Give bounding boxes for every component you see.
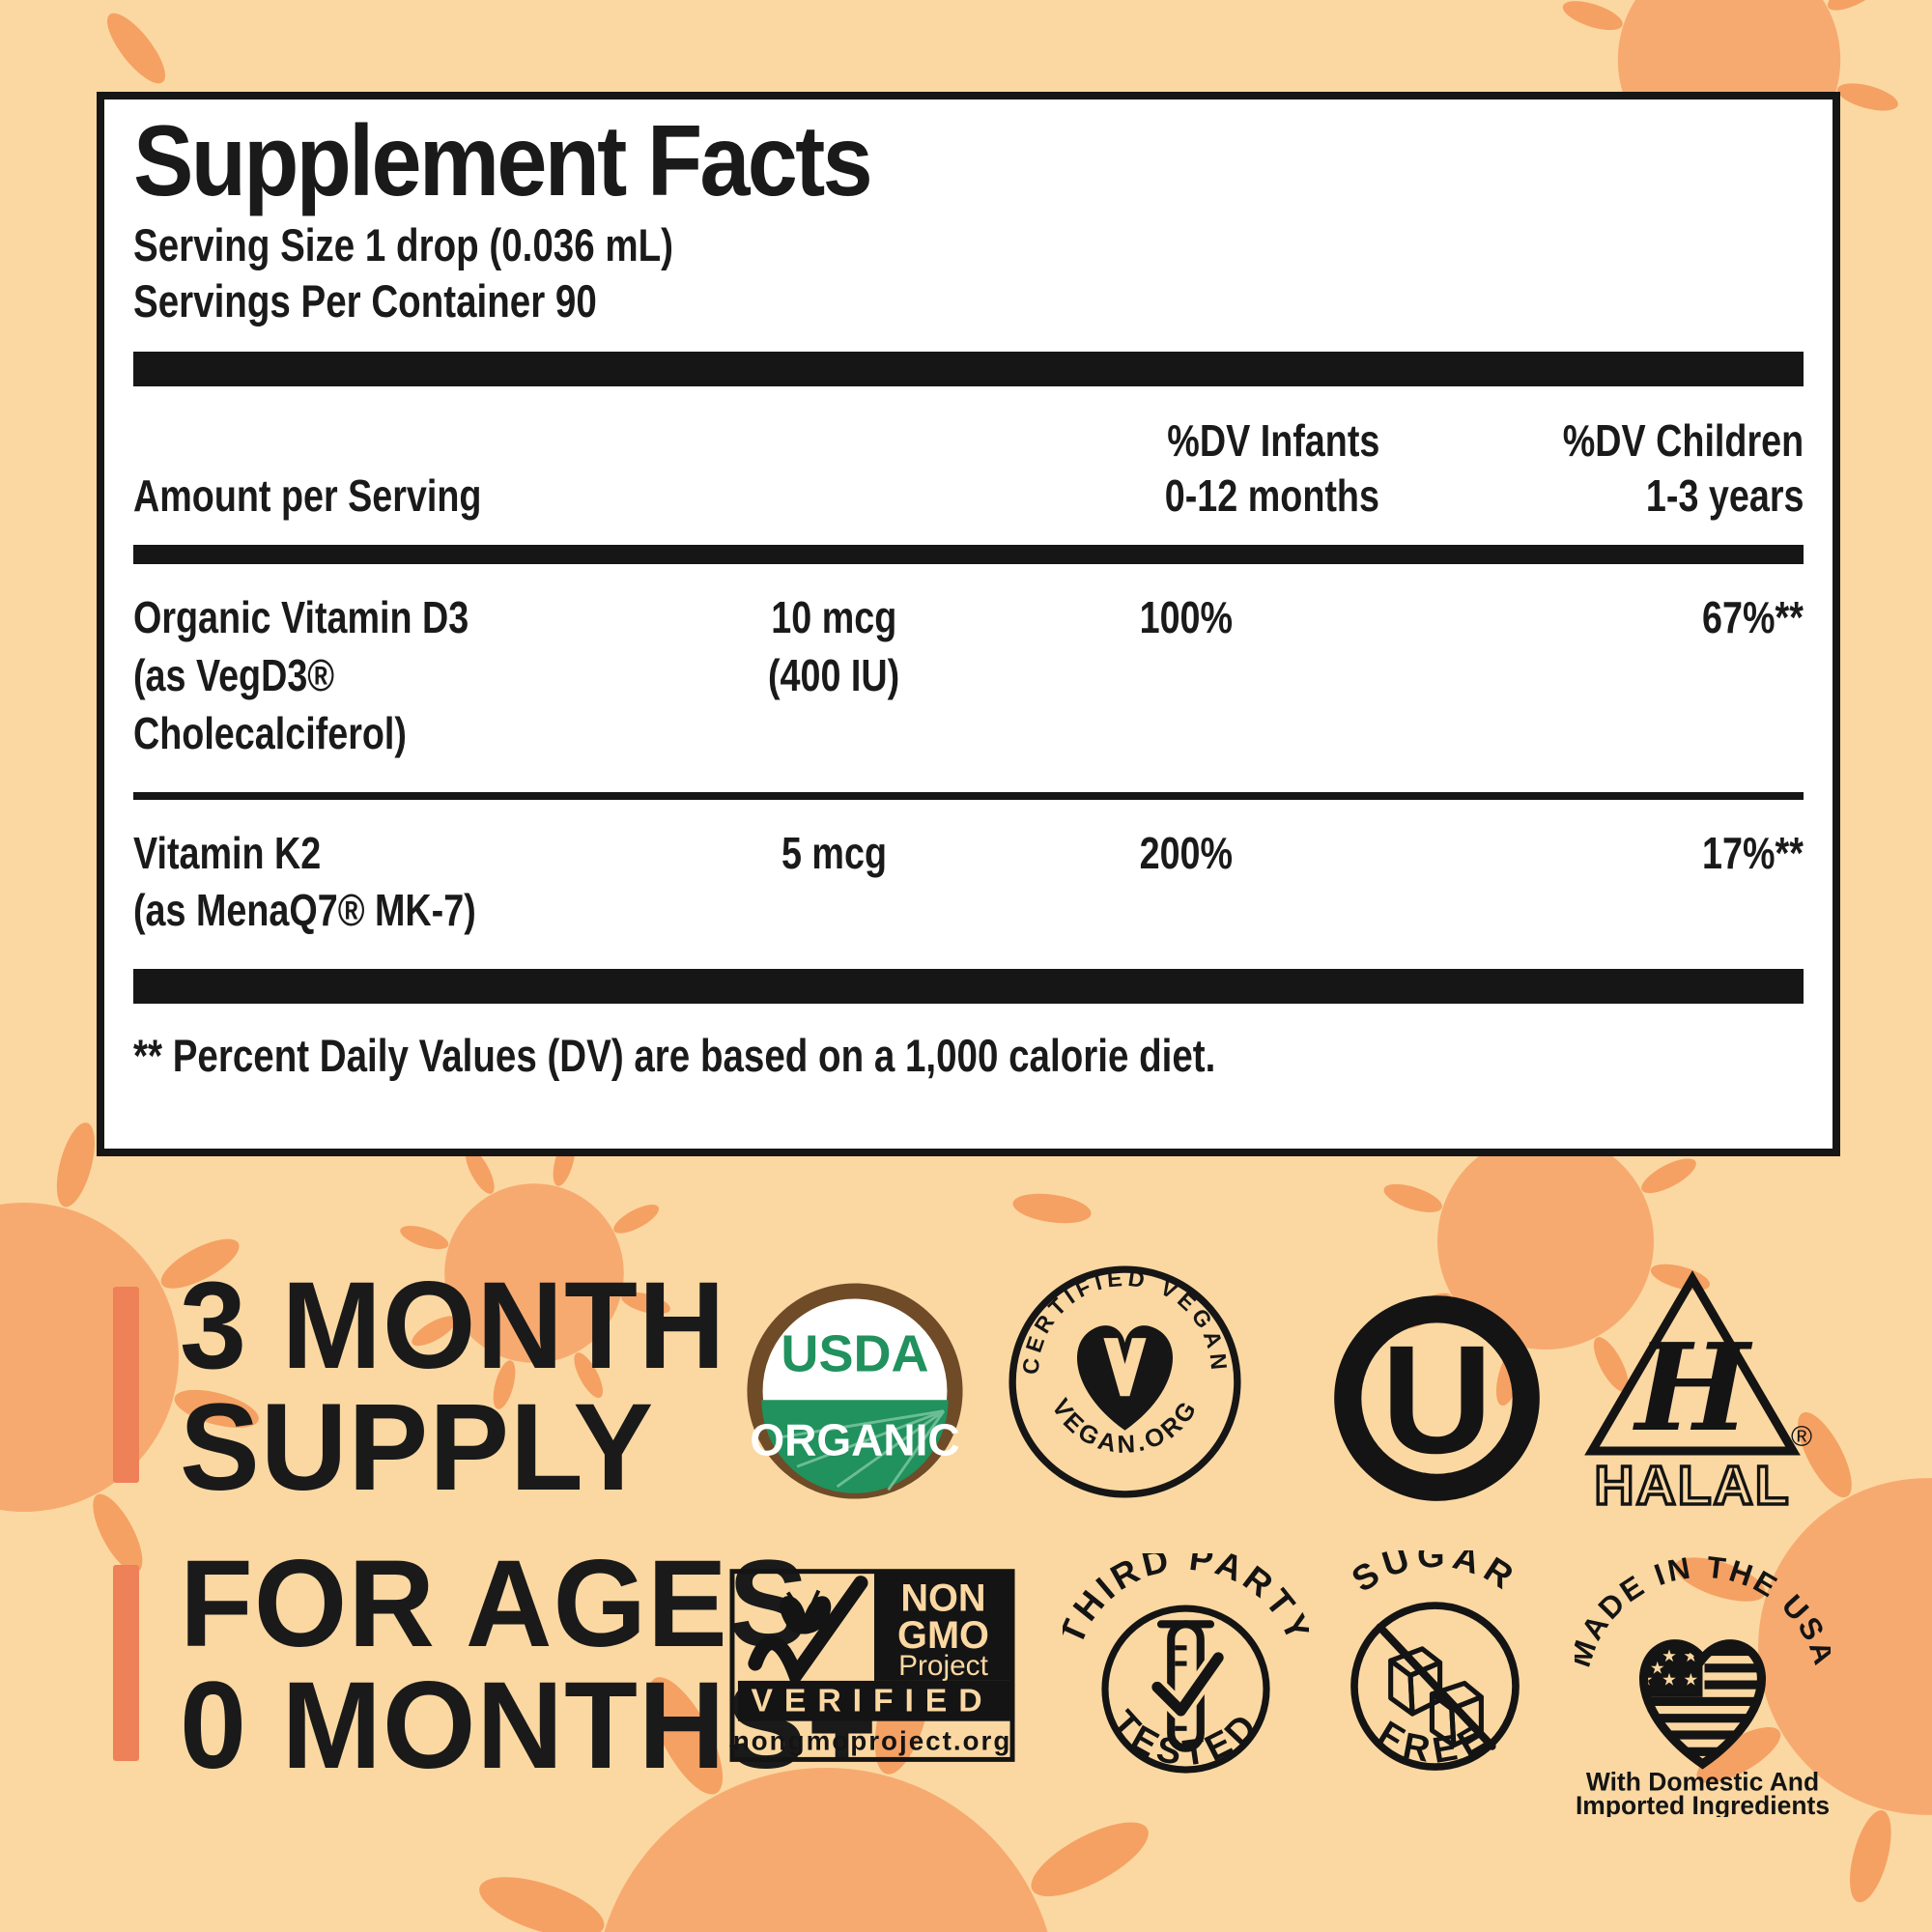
nongmo-url: nongmoproject.org bbox=[733, 1725, 1012, 1755]
claim-line: FOR AGES bbox=[180, 1535, 810, 1673]
serving-size: Serving Size 1 drop (0.036 mL) bbox=[133, 219, 674, 271]
usa-caption-line2: Imported Ingredients bbox=[1576, 1791, 1830, 1817]
table-row: Vitamin K2 (as MenaQ7® MK-7) 5 mcg 200% … bbox=[133, 800, 1804, 970]
dv-children-value: 17%** bbox=[1702, 827, 1804, 878]
non-gmo-badge: NON GMO Project VERIFIED nongmoproject.o… bbox=[729, 1569, 1015, 1762]
claim-3-month-supply: 3 MONTH SUPPLY bbox=[113, 1264, 743, 1510]
header-dv-children: %DV Children 1-3 years bbox=[1562, 415, 1804, 522]
table-row: Organic Vitamin D3 (as VegD3® Cholecalci… bbox=[133, 564, 1804, 791]
halal-label: HALAL bbox=[1594, 1455, 1790, 1514]
test-tube-icon bbox=[1147, 1620, 1229, 1752]
header-amount: Amount per Serving bbox=[133, 470, 482, 522]
divider-thick bbox=[133, 352, 1804, 387]
svg-text:FREE: FREE bbox=[1372, 1713, 1499, 1771]
third-party-arc-text: THIRD PARTY bbox=[1063, 1553, 1309, 1650]
ingredient-amount: 10 mcg (400 IU) bbox=[767, 592, 900, 700]
divider-thin bbox=[133, 791, 1804, 800]
svg-text:★: ★ bbox=[1650, 1658, 1665, 1677]
slash-icon bbox=[1376, 1623, 1496, 1750]
butterfly-checkmark-icon bbox=[748, 1576, 868, 1690]
servings-per-container: Servings Per Container 90 bbox=[133, 274, 597, 327]
halal-h-letter: H bbox=[1633, 1318, 1753, 1459]
organic-text: ORGANIC bbox=[750, 1415, 959, 1465]
usda-organic-badge: USDA ORGANIC bbox=[747, 1283, 963, 1499]
nongmo-line2: GMO bbox=[897, 1614, 989, 1657]
table-header-row: Amount per Serving %DV Infants 0-12 mont… bbox=[133, 386, 1804, 545]
divider-thick bbox=[133, 969, 1804, 1005]
claim-for-ages: FOR AGES 0 MONTHS+ bbox=[113, 1543, 899, 1788]
header-dv-infants: %DV Infants 0-12 months bbox=[1164, 415, 1379, 522]
nongmo-line3: Project bbox=[898, 1650, 988, 1682]
nongmo-line1: NON bbox=[900, 1577, 985, 1619]
verified-text: VERIFIED bbox=[751, 1683, 993, 1719]
claim-line: SUPPLY bbox=[180, 1378, 655, 1518]
kosher-ou-badge: U bbox=[1334, 1295, 1540, 1501]
sugar-free-badge: SUGAR FREE bbox=[1345, 1550, 1525, 1771]
svg-text:★: ★ bbox=[1638, 1670, 1654, 1690]
free-arc-text: FREE bbox=[1372, 1713, 1492, 1771]
svg-text:THIRD PARTY: THIRD PARTY bbox=[1063, 1553, 1309, 1650]
made-in-usa-badge: MADE IN THE USA ★★★ ★★★ ★ bbox=[1575, 1549, 1831, 1817]
claim-line: 3 MONTH bbox=[180, 1257, 726, 1395]
supplement-facts-panel: Supplement Facts Serving Size 1 drop (0.… bbox=[97, 92, 1840, 1156]
third-party-tested-badge: THIRD PARTY TESTED bbox=[1063, 1553, 1309, 1774]
kosher-u-letter: U bbox=[1381, 1313, 1492, 1486]
dv-infants-value: 100% bbox=[1139, 592, 1234, 643]
usa-caption-line1: With Domestic And bbox=[1586, 1768, 1819, 1797]
svg-text:★: ★ bbox=[1684, 1670, 1699, 1690]
accent-bar bbox=[113, 1287, 139, 1483]
svg-text:★: ★ bbox=[1662, 1646, 1677, 1665]
dv-footnote: ** Percent Daily Values (DV) are based o… bbox=[133, 1030, 1216, 1082]
accent-bar bbox=[113, 1565, 139, 1761]
dv-children-value: 67%** bbox=[1702, 592, 1804, 643]
svg-text:SUGAR: SUGAR bbox=[1345, 1550, 1525, 1600]
usda-text: USDA bbox=[781, 1324, 928, 1382]
dv-infants-value: 200% bbox=[1139, 827, 1234, 878]
certified-vegan-badge: CERTIFIED VEGAN VEGAN.ORG bbox=[1009, 1265, 1241, 1498]
vegan-heart-v-icon bbox=[1076, 1325, 1174, 1431]
ingredient-name: Vitamin K2 (as MenaQ7® MK-7) bbox=[133, 827, 476, 936]
divider-medium bbox=[133, 545, 1804, 565]
ingredient-name: Organic Vitamin D3 (as VegD3® Cholecalci… bbox=[133, 592, 469, 758]
halal-badge: H ® HALAL bbox=[1584, 1270, 1812, 1514]
ingredient-amount: 5 mcg bbox=[781, 827, 887, 878]
panel-title: Supplement Facts bbox=[133, 105, 873, 217]
registered-mark: ® bbox=[1791, 1421, 1812, 1453]
svg-text:★: ★ bbox=[1662, 1670, 1677, 1690]
sugar-arc-text: SUGAR bbox=[1345, 1550, 1520, 1600]
sun-ray-decoration bbox=[1006, 1182, 1099, 1235]
sun-ray-decoration bbox=[89, 0, 184, 100]
